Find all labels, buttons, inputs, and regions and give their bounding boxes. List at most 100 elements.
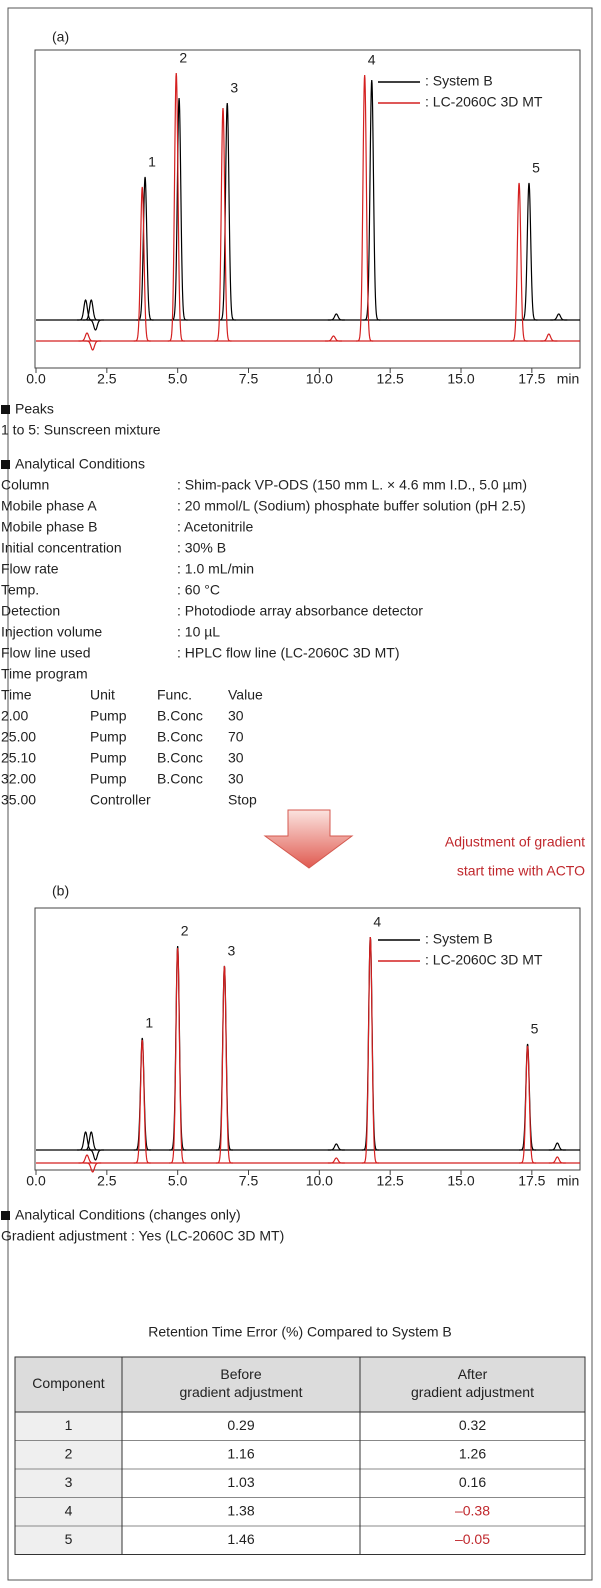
condition-value: : Photodiode array absorbance detector	[177, 603, 423, 619]
peak	[548, 1156, 566, 1164]
section-heading: Peaks	[15, 401, 54, 417]
time-program-cell: 30	[228, 708, 244, 724]
table-header: Before	[220, 1366, 261, 1382]
x-tick-label: 2.5	[97, 371, 117, 387]
condition-value: : 30% B	[177, 540, 226, 556]
time-program-cell: B.Conc	[157, 750, 203, 766]
peak-label: 3	[230, 80, 238, 96]
table-cell: 1.03	[227, 1474, 254, 1490]
condition-label: Initial concentration	[1, 540, 122, 556]
time-program-header: Func.	[157, 687, 192, 703]
peak	[214, 107, 232, 342]
bullet	[1, 460, 10, 469]
peak	[77, 299, 95, 321]
time-program-cell: 25.10	[1, 750, 36, 766]
condition-value: : 20 mmol/L (Sodium) phosphate buffer so…	[177, 498, 526, 514]
table-cell: 2	[65, 1445, 73, 1461]
condition-label: Flow rate	[1, 561, 59, 577]
x-tick-label: 5.0	[168, 371, 188, 387]
time-program-cell: B.Conc	[157, 708, 203, 724]
x-tick-label: 12.5	[377, 371, 404, 387]
x-tick-label: 7.5	[239, 1173, 259, 1189]
page-border	[7, 7, 593, 1581]
peak	[548, 1142, 566, 1151]
panel-label: (b)	[52, 883, 69, 899]
peak	[84, 1162, 102, 1173]
table-cell: 1.26	[459, 1445, 486, 1461]
peak	[519, 1043, 537, 1151]
legend-label: : LC-2060C 3D MT	[425, 94, 543, 110]
peak	[361, 936, 379, 1151]
plot-frame	[34, 49, 581, 369]
condition-label: Mobile phase B	[1, 519, 98, 535]
table-cell: 0.29	[227, 1417, 254, 1433]
peak	[327, 1143, 345, 1151]
condition-value: : Shim-pack VP-ODS (150 mm L. × 4.6 mm I…	[177, 477, 527, 493]
time-program-header: Time	[1, 687, 32, 703]
time-program-cell: 30	[228, 771, 244, 787]
time-program-cell: Pump	[90, 708, 127, 724]
peak-label: 4	[368, 52, 376, 68]
peak	[218, 102, 236, 321]
condition-label: Temp.	[1, 582, 39, 598]
peak	[87, 319, 104, 331]
panel-label: (a)	[52, 29, 69, 45]
peak-label: 2	[179, 50, 187, 66]
time-program-cell: 32.00	[1, 771, 36, 787]
peak	[133, 1039, 151, 1164]
condition-value: : 10 µL	[177, 624, 220, 640]
peak-label: 2	[181, 923, 189, 939]
time-program-cell: Pump	[90, 750, 127, 766]
table-cell: 1	[65, 1417, 73, 1433]
peak	[327, 313, 345, 321]
peak-label: 5	[531, 1021, 539, 1037]
peak	[77, 1131, 95, 1151]
peak	[78, 332, 96, 342]
legend-label: : System B	[425, 931, 493, 947]
x-tick-label: 10.0	[306, 1173, 333, 1189]
peak	[325, 335, 342, 342]
condition-value: : 1.0 mL/min	[177, 561, 254, 577]
time-program-cell: 30	[228, 750, 244, 766]
peak	[361, 936, 379, 1164]
x-axis-label: min	[557, 1173, 580, 1189]
table-header-bg	[15, 1357, 585, 1412]
time-program-cell: 35.00	[1, 792, 36, 808]
table-cell: 4	[65, 1502, 73, 1518]
table-cell: 1.38	[227, 1502, 254, 1518]
table-header: Component	[32, 1375, 104, 1391]
peak	[520, 182, 538, 321]
peak	[519, 1045, 537, 1164]
condition-value: : HPLC flow line (LC-2060C 3D MT)	[177, 645, 400, 661]
condition-label: Injection volume	[1, 624, 102, 640]
condition-label: Detection	[1, 603, 60, 619]
condition-value: : Acetonitrile	[177, 519, 253, 535]
table-header: After	[458, 1366, 488, 1382]
x-tick-label: 2.5	[97, 1173, 117, 1189]
legend-label: : LC-2060C 3D MT	[425, 952, 543, 968]
bullet	[1, 1211, 10, 1220]
body-text: 1 to 5: Sunscreen mixture	[1, 422, 161, 438]
peak	[84, 340, 102, 351]
x-tick-label: 15.0	[447, 371, 474, 387]
peak-label: 5	[532, 160, 540, 176]
time-program-cell: B.Conc	[157, 729, 203, 745]
peak	[215, 965, 233, 1151]
condition-label: Column	[1, 477, 49, 493]
peak-label: 3	[228, 943, 236, 959]
condition-value: : 60 °C	[177, 582, 220, 598]
peak	[215, 965, 233, 1164]
peak	[169, 945, 187, 1151]
section-heading: Analytical Conditions (changes only)	[15, 1207, 241, 1223]
peak	[133, 1037, 151, 1151]
table-cell: –0.05	[455, 1531, 490, 1547]
x-tick-label: 15.0	[447, 1173, 474, 1189]
peak	[169, 947, 187, 1164]
plot-frame	[34, 907, 581, 1171]
x-tick-label: 5.0	[168, 1173, 188, 1189]
x-tick-label: 10.0	[306, 371, 333, 387]
peak	[78, 1154, 96, 1164]
peak	[327, 1157, 345, 1164]
time-program-cell: 2.00	[1, 708, 28, 724]
